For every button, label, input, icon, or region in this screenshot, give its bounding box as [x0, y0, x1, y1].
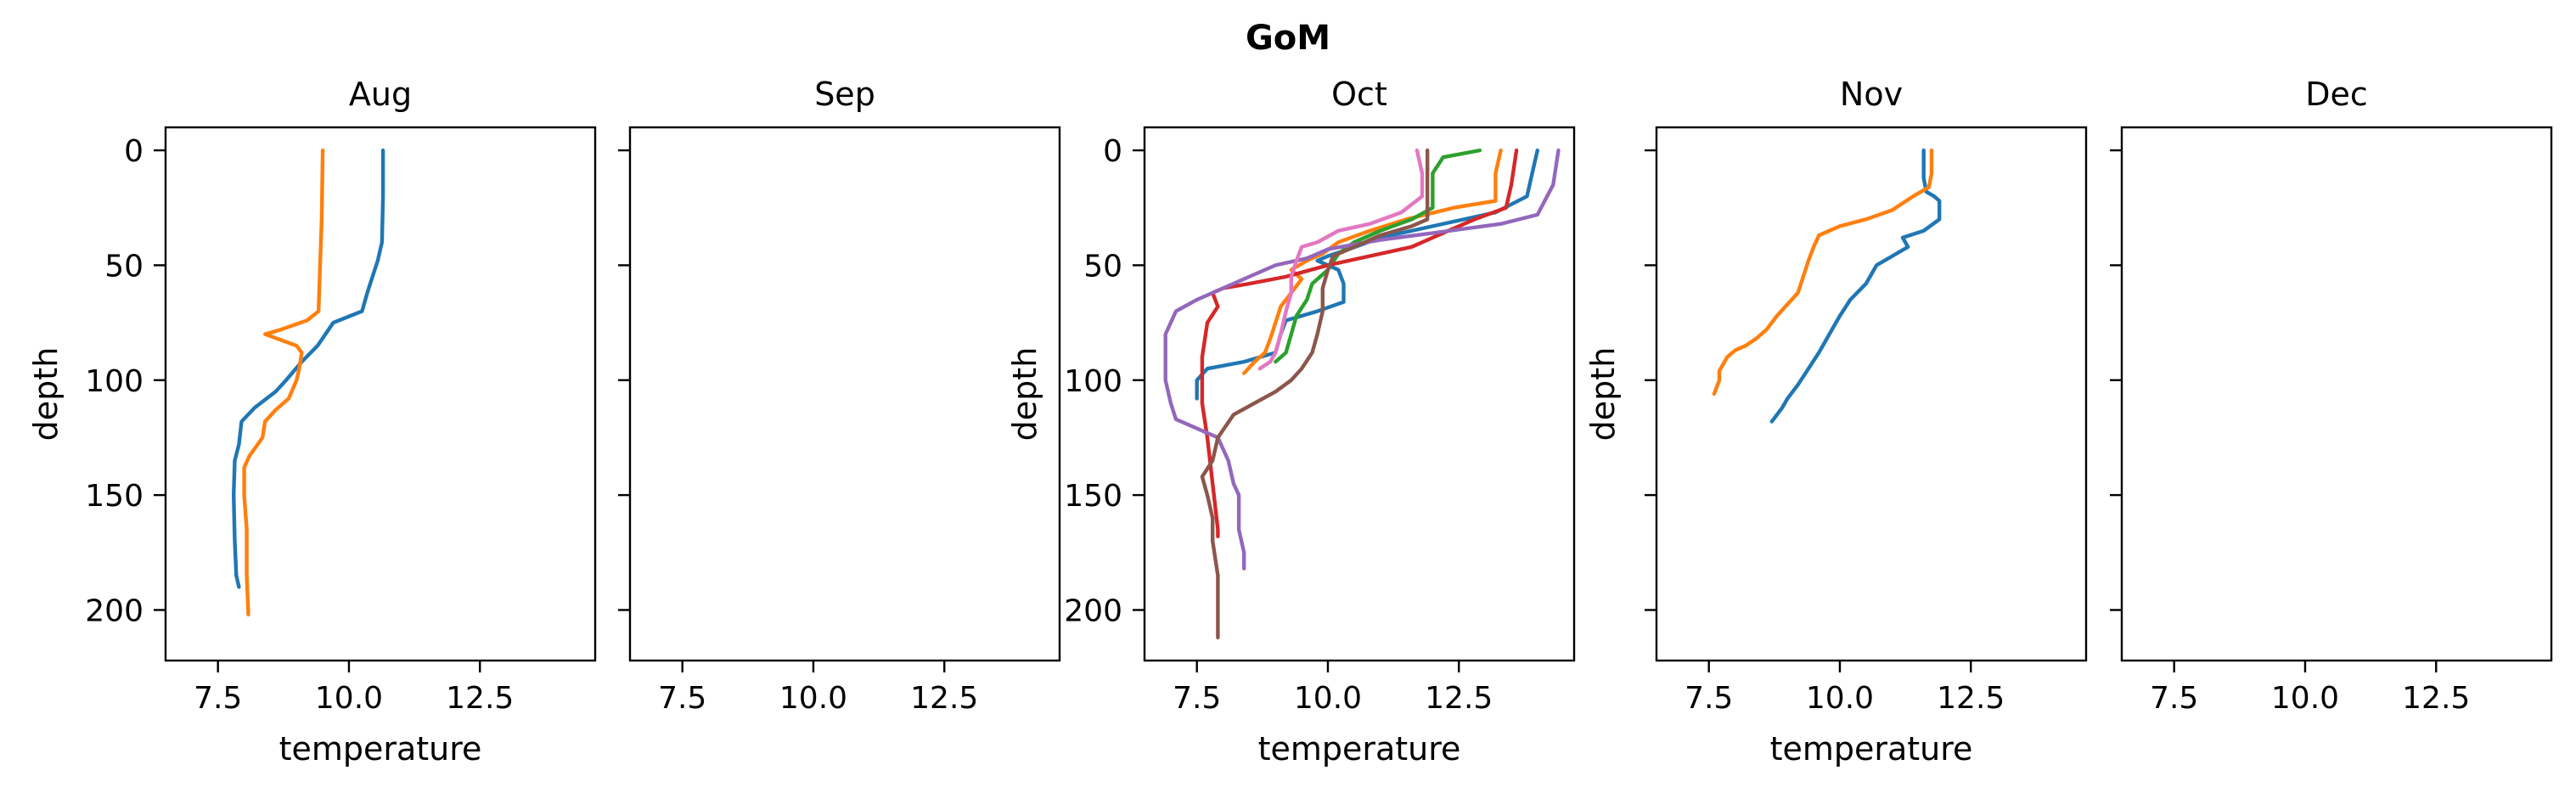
panel-title: Dec	[2305, 76, 2368, 113]
x-tick-label: 10.0	[1806, 681, 1874, 716]
x-tick-label: 12.5	[1937, 681, 2005, 716]
x-axis-label: temperature	[279, 730, 482, 768]
x-tick-label: 7.5	[2150, 681, 2198, 716]
panel-sep: Sep 7.5 10.0 12.5	[618, 76, 1061, 716]
y-tick-label: 200	[1064, 593, 1122, 628]
x-tick-label: 12.5	[910, 681, 978, 716]
panel-title: Nov	[1840, 76, 1903, 113]
y-tick-label: 100	[1064, 364, 1122, 399]
series-line-oct-6	[1200, 148, 1430, 640]
y-tick-label: 0	[1103, 134, 1122, 169]
series-line-oct-7	[1257, 148, 1425, 371]
axes-frame	[1655, 126, 2088, 662]
y-tick-label: 0	[124, 134, 143, 169]
y-tick-label: 150	[85, 479, 143, 514]
series-line-nov-2	[1712, 148, 1934, 396]
figure-title: GoM	[1246, 19, 1330, 58]
x-tick-label: 10.0	[2271, 681, 2339, 716]
panel-nov: Nov 7.5 10.0 12.5 temperature depth	[1584, 76, 2088, 768]
x-tick-label: 12.5	[446, 681, 514, 716]
axes-frame	[164, 126, 597, 662]
series-line-oct-5	[1163, 148, 1561, 571]
series-line-oct-2	[1242, 148, 1503, 375]
panel-title: Sep	[814, 76, 875, 113]
axes-frame	[1143, 126, 1576, 662]
x-axis-label: temperature	[1258, 730, 1461, 768]
x-tick-label: 12.5	[1425, 681, 1493, 716]
x-tick-label: 10.0	[315, 681, 383, 716]
panel-aug: Aug 7.5 10.0 12.5 0 50 100 150 200 temperature dep…	[27, 76, 597, 768]
x-tick-label: 12.5	[2402, 681, 2470, 716]
x-tick-label: 7.5	[194, 681, 242, 716]
x-axis-label: temperature	[1770, 730, 1973, 768]
series-line-aug-2	[242, 148, 325, 617]
panel-oct: Oct 7.5 10.0 12.5 0 50 100 150 200 temperature dep…	[1006, 76, 1576, 768]
y-axis-label: depth	[27, 347, 65, 441]
x-tick-label: 10.0	[1294, 681, 1362, 716]
x-tick-label: 7.5	[1685, 681, 1733, 716]
y-tick-label: 100	[85, 364, 143, 399]
y-axis-label: depth	[1584, 347, 1622, 441]
y-tick-label: 150	[1064, 479, 1122, 514]
x-tick-label: 10.0	[779, 681, 847, 716]
series-line-nov-1	[1769, 148, 1942, 424]
x-tick-label: 7.5	[658, 681, 706, 716]
y-tick-label: 50	[1083, 249, 1122, 284]
y-axis-label: depth	[1006, 347, 1043, 441]
panel-dec: Dec 7.5 10.0 12.5	[2110, 76, 2553, 716]
panel-title: Oct	[1331, 76, 1387, 113]
series-line-oct-1	[1195, 148, 1539, 401]
panel-title: Aug	[349, 76, 412, 113]
y-tick-label: 50	[104, 249, 143, 284]
axes-frame	[2120, 126, 2553, 662]
y-tick-label: 200	[85, 593, 143, 628]
series-line-aug-1	[232, 148, 385, 589]
x-tick-label: 7.5	[1173, 681, 1221, 716]
series-line-oct-4	[1200, 148, 1519, 538]
axes-frame	[628, 126, 1061, 662]
